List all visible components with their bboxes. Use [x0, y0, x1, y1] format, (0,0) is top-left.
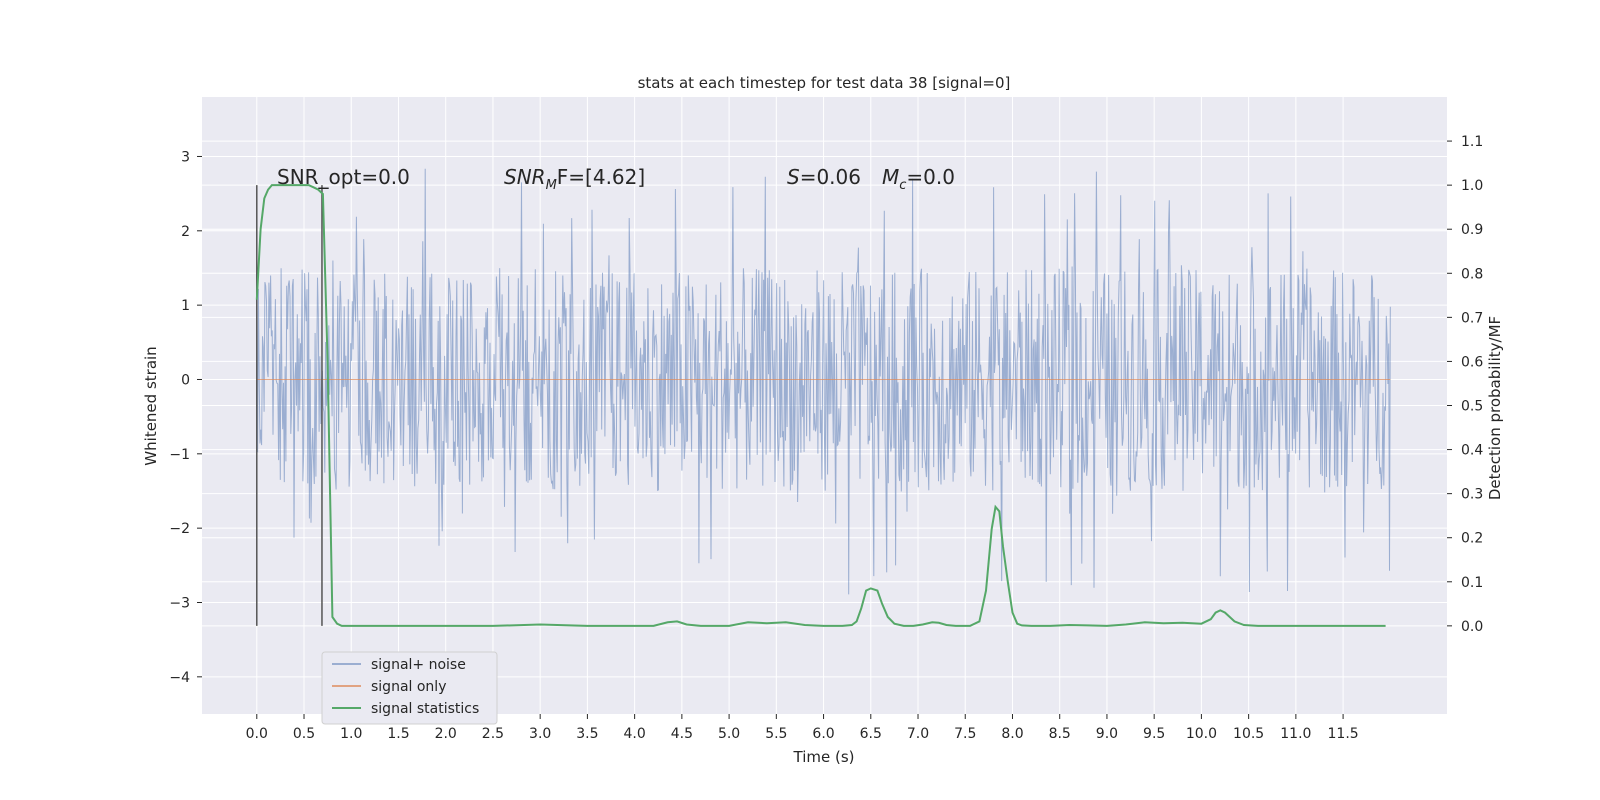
- x-tick-label: 11.0: [1280, 726, 1311, 742]
- signal-statistics-series: [255, 184, 1386, 627]
- x-tick-label: 0.5: [293, 726, 315, 742]
- signal-noise-line: [256, 168, 1391, 595]
- x-tick-label: 7.0: [907, 726, 929, 742]
- s-value: =0.06: [800, 165, 861, 189]
- snr-mf-suffix: F=[4.62]: [557, 165, 645, 189]
- snr-mf-prefix: SNR: [504, 165, 546, 189]
- y2-axis-label: Detection probability/MF: [1486, 316, 1504, 500]
- y2-tick-label: 1.1: [1461, 134, 1483, 150]
- y-tick-label: −1: [169, 447, 190, 463]
- x-tick-label: 7.5: [954, 726, 976, 742]
- x-axis-ticks: 0.0 0.5 1.0 1.5 2.0 2.5 3.0 3.5 4.0 4.5 5.0 5.5 6.0 6…: [246, 714, 1359, 742]
- y2-tick-label: 0.8: [1461, 266, 1483, 282]
- legend-box: [321, 651, 498, 725]
- x-tick-label: 3.0: [529, 726, 551, 742]
- x-tick-label: 0.0: [246, 726, 268, 742]
- mc-annotation: Mc=0.0: [882, 165, 955, 193]
- y2-tick-label: 1.0: [1461, 178, 1483, 194]
- snr-opt-annotation: SNR_opt=0.0: [277, 165, 410, 189]
- y-tick-label: 1: [181, 298, 190, 314]
- y-tick-label: 2: [181, 224, 190, 240]
- mc-symbol: M: [882, 165, 899, 189]
- x-tick-label: 9.5: [1143, 726, 1165, 742]
- x-tick-label: 2.0: [435, 726, 457, 742]
- snr-mf-subscript: M: [546, 178, 557, 193]
- mc-subscript: c: [899, 178, 906, 193]
- y-tick-label: −4: [169, 670, 190, 686]
- x-tick-label: 5.5: [765, 726, 787, 742]
- x-tick-label: 6.0: [812, 726, 834, 742]
- y-tick-label: −3: [169, 595, 190, 611]
- y2-tick-label: 0.7: [1461, 310, 1483, 326]
- legend: signal+ noise signal only signal statist…: [321, 651, 498, 725]
- x-tick-label: 3.5: [576, 726, 598, 742]
- s-symbol: S: [787, 165, 800, 189]
- y-tick-label: 0: [181, 372, 190, 388]
- x-tick-label: 8.0: [1001, 726, 1023, 742]
- legend-label-signal-noise: signal+ noise: [371, 657, 466, 673]
- x-tick-label: 5.0: [718, 726, 740, 742]
- y-tick-label: −2: [169, 521, 190, 537]
- mc-value: =0.0: [906, 165, 955, 189]
- y2-tick-label: 0.2: [1461, 531, 1483, 547]
- y-axis-label: Whitened strain: [142, 346, 160, 465]
- legend-label-signal-statistics: signal statistics: [371, 701, 479, 717]
- signal-statistics-line: [255, 184, 1386, 627]
- s-annotation: S=0.06: [787, 165, 861, 189]
- chart-title: stats at each timestep for test data 38 …: [638, 74, 1011, 92]
- y2-tick-label: 0.4: [1461, 443, 1483, 459]
- y2-tick-label: 0.6: [1461, 354, 1483, 370]
- x-tick-label: 6.5: [860, 726, 882, 742]
- marker-lines: [256, 185, 323, 626]
- y2-tick-label: 0.5: [1461, 399, 1483, 415]
- y-tick-label: 3: [181, 149, 190, 165]
- x-tick-label: 10.0: [1186, 726, 1217, 742]
- snr-mf-annotation: SNRMF=[4.62]: [504, 165, 645, 193]
- x-tick-label: 1.5: [387, 726, 409, 742]
- x-tick-label: 9.0: [1096, 726, 1118, 742]
- y2-axis-ticks: 1.1 1.0 0.9 0.8 0.7 0.6 0.5 0.4 0.3 0.2 0.1 0.0: [1447, 134, 1483, 635]
- x-tick-label: 4.0: [623, 726, 645, 742]
- x-axis-label: Time (s): [793, 748, 855, 766]
- x-tick-label: 10.5: [1233, 726, 1264, 742]
- x-tick-label: 2.5: [482, 726, 504, 742]
- legend-label-signal-only: signal only: [371, 679, 446, 695]
- x-tick-label: 8.5: [1049, 726, 1071, 742]
- y2-tick-label: 0.0: [1461, 619, 1483, 635]
- x-tick-label: 11.5: [1328, 726, 1359, 742]
- y2-tick-label: 0.9: [1461, 222, 1483, 238]
- signal-noise-series: [256, 168, 1391, 595]
- x-tick-label: 4.5: [671, 726, 693, 742]
- y-axis-ticks: 3 2 1 0 −1 −2 −3 −4: [169, 149, 202, 686]
- x-tick-label: 1.0: [340, 726, 362, 742]
- y2-tick-label: 0.3: [1461, 487, 1483, 503]
- y2-tick-label: 0.1: [1461, 575, 1483, 591]
